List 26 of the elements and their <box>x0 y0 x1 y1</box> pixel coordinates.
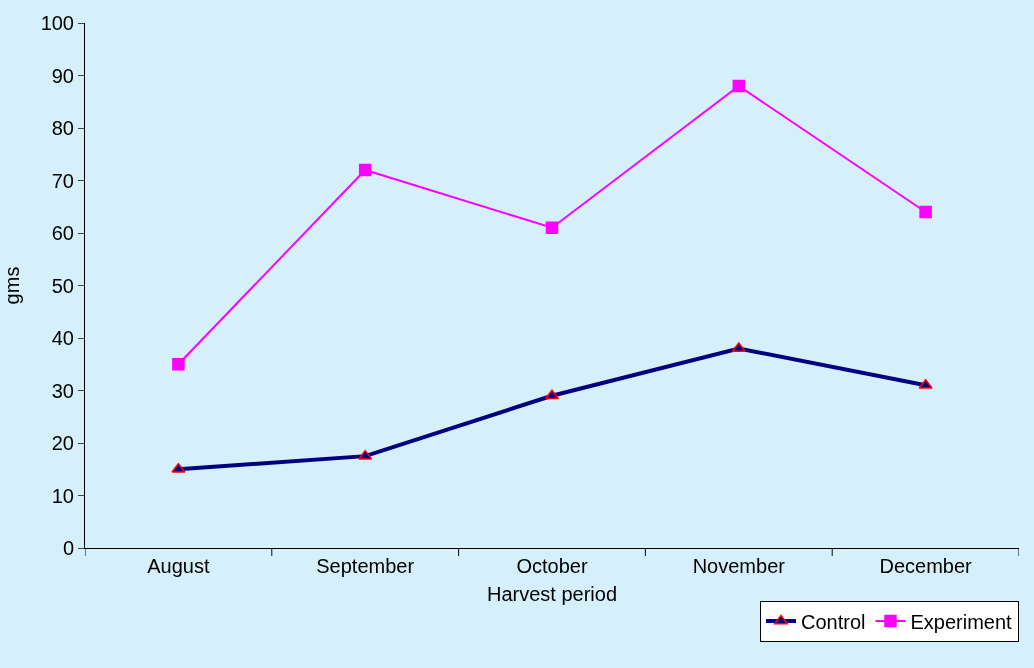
y-tick-label: 90 <box>51 64 74 87</box>
y-tick-label: 20 <box>51 432 74 454</box>
y-tick-label: 100 <box>40 12 74 34</box>
y-tick-label: 0 <box>62 537 74 559</box>
x-tick-label: October <box>516 555 588 577</box>
y-tick-label: 10 <box>51 484 74 507</box>
y-axis-title: gms <box>1 266 24 305</box>
y-tick-label: 80 <box>51 117 74 139</box>
legend-label: Control <box>801 610 866 633</box>
y-tick-label: 40 <box>51 327 74 349</box>
x-tick-label: November <box>692 555 786 577</box>
legend-label: Experiment <box>910 610 1013 633</box>
point <box>545 221 559 234</box>
y-tick-label: 30 <box>51 379 74 402</box>
point <box>919 205 932 219</box>
x-tick-label: December <box>879 555 973 577</box>
y-tick-label: 50 <box>51 274 74 297</box>
x-tick-label: September <box>316 555 415 577</box>
point <box>172 358 185 371</box>
point <box>358 163 372 177</box>
x-axis-title: Harvest period <box>486 582 618 605</box>
point <box>358 449 373 460</box>
y-tick-label: 70 <box>51 169 74 192</box>
point <box>732 79 746 93</box>
x-tick-label: August <box>147 555 210 577</box>
y-tick-label: 60 <box>51 222 74 244</box>
